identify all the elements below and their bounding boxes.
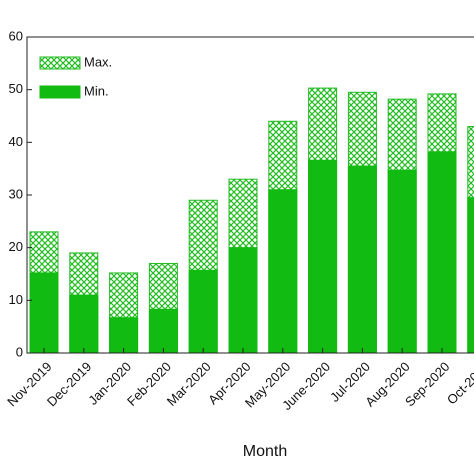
min-bar [69, 294, 99, 354]
x-axis-label: Month [243, 443, 287, 460]
legend-label: Min. [84, 83, 109, 98]
y-tick-label: 50 [9, 81, 23, 96]
min-bar [268, 189, 298, 354]
y-tick-label: 40 [9, 134, 23, 149]
legend-swatch [39, 85, 81, 99]
legend-swatch [39, 56, 81, 70]
y-tick-label: 60 [9, 28, 23, 43]
legend-label: Max. [84, 54, 112, 69]
y-tick-label: 30 [9, 186, 23, 201]
min-bar [29, 272, 59, 354]
min-bar [188, 269, 218, 354]
min-bar [109, 317, 139, 354]
min-bar [467, 197, 474, 354]
y-tick-label: 10 [9, 292, 23, 307]
min-bar [308, 159, 338, 354]
y-tick-label: 0 [16, 344, 23, 359]
x-tick-label: Mar-2020 [164, 359, 214, 409]
min-bar [228, 247, 258, 354]
min-bar [347, 165, 377, 354]
min-bar [387, 169, 417, 354]
min-bar [148, 308, 178, 354]
min-bar [427, 151, 457, 354]
y-tick-label: 20 [9, 239, 23, 254]
